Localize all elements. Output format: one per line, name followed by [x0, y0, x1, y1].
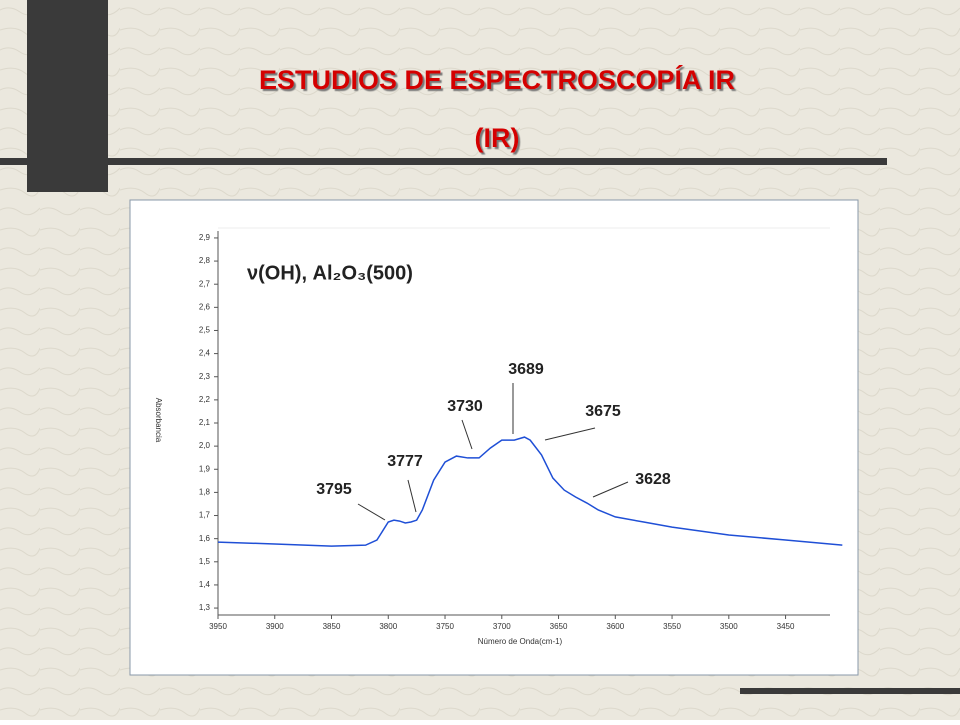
rule	[740, 688, 960, 694]
annotation: 3689	[508, 361, 544, 378]
x-tick-label: 3750	[436, 622, 454, 631]
x-tick-label: 3850	[323, 622, 341, 631]
y-tick-label: 2,5	[199, 326, 211, 335]
y-tick-label: 1,4	[199, 580, 211, 589]
y-tick-label: 1,7	[199, 511, 211, 520]
annotation: 3675	[585, 403, 621, 420]
y-tick-label: 2,1	[199, 418, 211, 427]
y-tick-label: 2,4	[199, 349, 211, 358]
annotation: 3730	[447, 398, 483, 415]
y-tick-label: 2,7	[199, 279, 211, 288]
x-axis-label: Número de Onda(cm-1)	[478, 637, 563, 646]
x-tick-label: 3650	[550, 622, 568, 631]
x-tick-label: 3700	[493, 622, 511, 631]
annotation: 3777	[387, 453, 423, 470]
y-tick-label: 1,9	[199, 464, 211, 473]
y-tick-label: 2,9	[199, 233, 211, 242]
y-tick-label: 1,6	[199, 534, 211, 543]
chart-title: ν(OH), Al₂O₃(500)	[247, 262, 413, 284]
slide-title: (IR)	[475, 123, 520, 153]
y-tick-label: 2,2	[199, 395, 211, 404]
x-tick-label: 3500	[720, 622, 738, 631]
slide-title: ESTUDIOS DE ESPECTROSCOPÍA IR	[259, 64, 735, 95]
annotation: 3628	[635, 471, 671, 488]
x-tick-label: 3950	[209, 622, 227, 631]
spectrum-line	[217, 436, 843, 547]
annotation-pointer	[407, 479, 417, 513]
x-tick-label: 3600	[606, 622, 624, 631]
y-tick-label: 2,3	[199, 372, 211, 381]
x-tick-label: 3450	[777, 622, 795, 631]
y-tick-label: 1,8	[199, 488, 211, 497]
y-axis-label: Absorbancia	[154, 398, 163, 443]
x-tick-label: 3900	[266, 622, 284, 631]
y-tick-label: 1,3	[199, 603, 211, 612]
y-tick-label: 2,0	[199, 441, 211, 450]
annotation-pointer	[592, 481, 629, 498]
x-tick-label: 3550	[663, 622, 681, 631]
chart-panel	[129, 199, 859, 676]
rule	[0, 158, 887, 165]
annotation-pointer	[461, 419, 473, 450]
annotation: 3795	[316, 481, 352, 498]
y-tick-label: 1,5	[199, 557, 211, 566]
corner-block	[27, 0, 108, 192]
y-tick-label: 2,8	[199, 256, 211, 265]
x-tick-label: 3800	[379, 622, 397, 631]
y-tick-label: 2,6	[199, 302, 211, 311]
annotation-pointer	[357, 503, 386, 521]
annotation-pointer	[544, 427, 596, 441]
